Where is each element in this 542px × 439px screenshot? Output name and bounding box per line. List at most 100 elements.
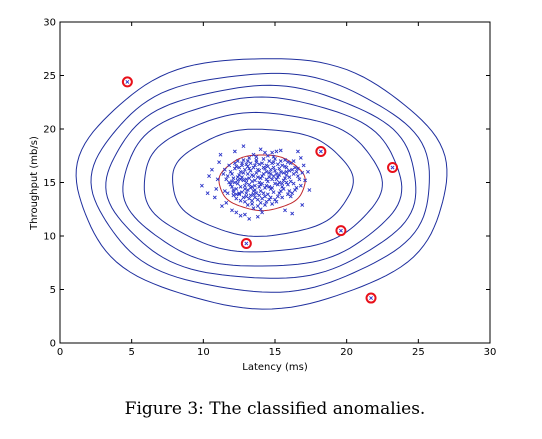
data-point — [238, 169, 243, 174]
data-point — [261, 172, 266, 176]
data-point — [300, 170, 305, 175]
data-point — [241, 170, 246, 175]
data-point — [278, 148, 283, 153]
data-point — [288, 194, 293, 199]
data-point — [281, 178, 286, 183]
data-point — [283, 176, 287, 181]
data-point — [297, 177, 302, 182]
data-point — [258, 200, 263, 205]
data-point — [231, 193, 236, 198]
data-point — [284, 173, 289, 177]
data-point — [307, 188, 312, 192]
data-point — [268, 167, 273, 172]
data-point — [275, 162, 280, 167]
data-point — [224, 177, 229, 182]
data-point — [285, 160, 290, 165]
data-point — [238, 198, 243, 203]
data-point — [277, 166, 282, 171]
data-point — [275, 194, 280, 199]
data-point — [303, 178, 308, 183]
data-point — [265, 192, 270, 197]
anomaly-point — [240, 237, 252, 249]
data-point — [251, 206, 256, 211]
data-point — [261, 157, 266, 161]
data-point — [247, 155, 252, 160]
data-point — [254, 160, 259, 165]
data-point — [257, 180, 262, 185]
data-point — [263, 166, 267, 171]
data-point — [254, 191, 259, 196]
data-point — [291, 159, 296, 164]
data-point — [294, 185, 299, 190]
data-point — [258, 147, 263, 152]
data-point — [245, 188, 250, 192]
data-point — [227, 163, 232, 168]
anomaly-circle — [315, 145, 327, 157]
data-point — [235, 175, 240, 180]
data-point — [287, 189, 292, 193]
data-point — [238, 184, 243, 189]
data-point — [225, 174, 230, 178]
data-point — [270, 185, 275, 190]
data-point — [199, 183, 204, 188]
anomaly-circle — [387, 162, 399, 174]
x-tick-label: 5 — [128, 347, 134, 358]
data-point — [257, 193, 262, 198]
data-point — [263, 150, 267, 155]
data-point — [273, 157, 277, 161]
data-point — [237, 191, 242, 196]
data-point — [274, 149, 279, 154]
data-point — [245, 159, 250, 164]
data-point — [298, 183, 303, 188]
data-point — [264, 169, 269, 174]
data-point — [244, 180, 249, 185]
data-point — [258, 176, 263, 181]
data-point — [234, 196, 239, 201]
anomaly-cross — [244, 241, 249, 246]
anomaly-point — [387, 162, 399, 174]
figure-caption: Figure 3: The classified anomalies. — [125, 399, 426, 419]
anomaly-circle — [335, 225, 347, 237]
data-point — [230, 172, 234, 176]
data-point — [264, 163, 269, 168]
plot-area — [59, 21, 491, 344]
data-point — [277, 191, 282, 196]
data-point — [285, 182, 290, 187]
data-point — [255, 214, 260, 219]
data-point — [241, 144, 246, 149]
data-point — [214, 187, 219, 191]
data-point — [242, 199, 247, 204]
data-point — [260, 174, 265, 178]
data-point — [300, 203, 305, 207]
data-point — [296, 149, 300, 154]
data-point — [253, 178, 257, 183]
data-point — [290, 191, 295, 196]
data-point — [271, 174, 276, 178]
data-point — [248, 161, 253, 166]
data-point — [235, 159, 240, 164]
y-tick-label: 25 — [43, 71, 56, 82]
data-point — [244, 191, 249, 196]
data-point — [284, 180, 289, 185]
data-point — [234, 192, 239, 197]
data-point — [224, 200, 229, 205]
data-point — [231, 188, 236, 192]
data-point — [245, 203, 250, 207]
anomaly-cross — [369, 296, 373, 300]
data-point — [230, 208, 234, 213]
anomaly-cross — [125, 80, 130, 84]
data-point — [260, 196, 265, 201]
anomaly-circle — [240, 237, 252, 249]
data-point — [293, 165, 297, 170]
data-point — [247, 176, 252, 181]
data-point — [274, 172, 279, 176]
anomaly-point — [121, 76, 133, 88]
data-point — [241, 178, 246, 183]
data-point — [257, 184, 262, 189]
contour-line — [172, 128, 354, 237]
data-point — [283, 158, 287, 162]
x-axis-ticks: 0 5 10 15 20 25 30 — [57, 22, 496, 358]
data-point — [232, 149, 237, 154]
data-point — [231, 176, 236, 181]
data-point — [227, 180, 232, 185]
